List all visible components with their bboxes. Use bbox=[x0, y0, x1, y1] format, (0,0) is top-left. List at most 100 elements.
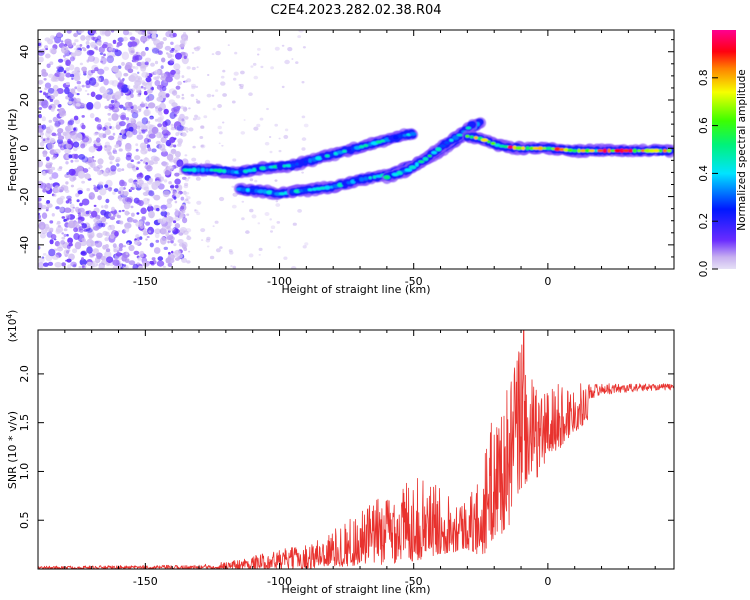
noise-speck bbox=[301, 115, 306, 119]
noise-speck bbox=[177, 81, 183, 86]
noise-speck bbox=[81, 66, 87, 72]
snr-series-line bbox=[38, 330, 674, 569]
noise-speck bbox=[194, 209, 197, 212]
noise-speck bbox=[194, 114, 198, 118]
noise-speck bbox=[215, 50, 221, 56]
spectrogram-frame bbox=[37, 29, 675, 270]
noise-speck bbox=[142, 161, 146, 164]
noise-speck bbox=[50, 166, 56, 171]
noise-speck bbox=[73, 227, 79, 233]
noise-speck bbox=[110, 224, 115, 231]
noise-speck bbox=[136, 237, 141, 241]
noise-speck bbox=[54, 120, 61, 127]
noise-speck bbox=[115, 156, 121, 162]
track-core bbox=[637, 149, 642, 152]
noise-speck bbox=[155, 239, 160, 243]
noise-speck bbox=[167, 53, 173, 59]
noise-speck bbox=[220, 81, 226, 86]
track-core bbox=[452, 135, 459, 140]
noise-speck bbox=[135, 167, 139, 171]
track-core bbox=[507, 145, 514, 149]
noise-speck bbox=[191, 66, 196, 71]
track-core bbox=[402, 134, 407, 137]
noise-speck bbox=[209, 255, 215, 260]
noise-speck bbox=[162, 190, 170, 198]
noise-speck bbox=[104, 148, 108, 151]
noise-speck bbox=[90, 161, 96, 169]
noise-speck bbox=[87, 73, 92, 79]
noise-speck bbox=[93, 101, 102, 110]
noise-speck bbox=[264, 212, 270, 216]
noise-speck bbox=[274, 123, 279, 127]
noise-speck bbox=[165, 232, 170, 237]
noise-speck bbox=[74, 241, 82, 250]
noise-speck bbox=[167, 228, 173, 232]
noise-speck bbox=[133, 197, 140, 204]
noise-speck bbox=[73, 32, 79, 38]
noise-speck bbox=[131, 212, 135, 217]
noise-speck bbox=[48, 73, 54, 78]
noise-speck bbox=[200, 125, 204, 129]
noise-speck bbox=[181, 96, 185, 100]
noise-speck bbox=[38, 197, 42, 202]
noise-speck bbox=[104, 141, 110, 147]
track-core bbox=[545, 146, 553, 150]
noise-speck bbox=[133, 250, 140, 255]
noise-speck bbox=[173, 137, 177, 140]
noise-speck bbox=[86, 102, 94, 110]
noise-speck bbox=[175, 52, 182, 60]
noise-speck bbox=[88, 35, 91, 38]
noise-speck bbox=[98, 133, 103, 138]
noise-speck bbox=[130, 109, 134, 114]
noise-speck bbox=[105, 167, 111, 174]
x-tick-label: -50 bbox=[405, 575, 423, 588]
noise-speck bbox=[173, 144, 177, 148]
noise-speck bbox=[60, 240, 65, 245]
noise-speck bbox=[125, 130, 134, 138]
noise-speck bbox=[160, 150, 169, 157]
noise-speck bbox=[301, 147, 306, 151]
noise-speck bbox=[85, 210, 90, 215]
noise-speck bbox=[40, 136, 44, 139]
noise-speck bbox=[304, 242, 309, 246]
noise-speck bbox=[97, 195, 102, 201]
noise-speck bbox=[45, 226, 51, 232]
noise-speck bbox=[65, 143, 72, 149]
noise-speck bbox=[157, 116, 164, 124]
noise-speck bbox=[77, 87, 82, 92]
noise-speck bbox=[67, 264, 72, 269]
track-core bbox=[276, 164, 284, 169]
noise-speck bbox=[81, 136, 90, 143]
noise-speck bbox=[77, 70, 81, 73]
noise-speck bbox=[137, 257, 142, 261]
noise-speck bbox=[51, 156, 56, 160]
track-core bbox=[559, 147, 565, 152]
noise-speck bbox=[132, 263, 139, 269]
noise-speck bbox=[122, 36, 128, 42]
noise-speck bbox=[99, 52, 104, 55]
track-core bbox=[658, 148, 663, 153]
noise-speck bbox=[58, 242, 64, 249]
noise-speck bbox=[140, 207, 147, 215]
noise-speck bbox=[56, 246, 64, 252]
noise-speck bbox=[117, 190, 122, 195]
noise-speck bbox=[88, 167, 91, 170]
noise-speck bbox=[139, 172, 143, 176]
noise-speck bbox=[187, 176, 191, 179]
noise-speck bbox=[182, 176, 187, 180]
noise-speck bbox=[147, 138, 151, 143]
noise-speck bbox=[78, 154, 86, 160]
track-core bbox=[324, 154, 330, 158]
noise-speck bbox=[155, 140, 161, 145]
y-tick-label: 0 bbox=[18, 145, 31, 152]
noise-speck bbox=[41, 48, 46, 54]
noise-speck bbox=[243, 119, 246, 121]
noise-speck bbox=[104, 222, 108, 225]
noise-speck bbox=[59, 206, 65, 212]
noise-speck bbox=[231, 185, 235, 188]
noise-speck bbox=[78, 207, 85, 213]
noise-speck bbox=[153, 76, 158, 80]
track-core bbox=[525, 146, 530, 151]
noise-speck bbox=[46, 200, 51, 204]
noise-speck bbox=[141, 129, 146, 134]
